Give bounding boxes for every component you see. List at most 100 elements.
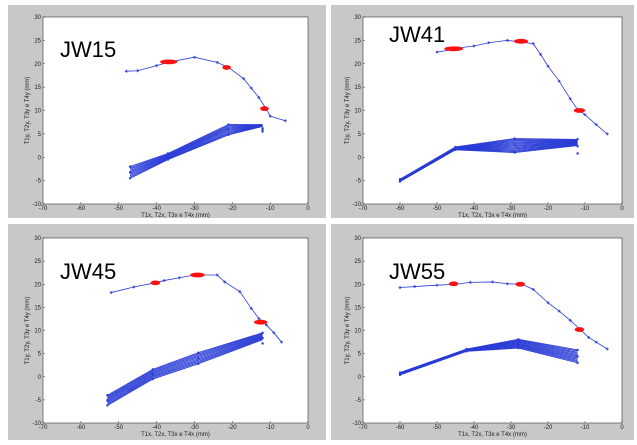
trace-point-d2 (398, 286, 402, 289)
trace-point-d2 (238, 290, 242, 293)
x-tick-label: -70 (39, 425, 48, 431)
y-tick-label: 15 (354, 305, 361, 311)
trace-point-d2 (268, 114, 272, 118)
y-tick-label: 10 (354, 109, 361, 115)
bundle-point (513, 151, 516, 154)
bundle-line (107, 334, 263, 400)
x-tick-label: -40 (470, 206, 479, 212)
trace-point (154, 64, 159, 68)
trace-point (257, 316, 261, 321)
trace-point-d2 (265, 323, 268, 327)
trace-point (109, 290, 113, 295)
bundle-point (517, 342, 520, 345)
trace-point-d2 (413, 285, 417, 288)
trace-point (594, 340, 598, 344)
red-marker (513, 38, 529, 44)
x-tick-label: -40 (470, 425, 479, 431)
y-tick-label: 0 (38, 375, 42, 381)
bundle-point (465, 347, 468, 351)
red-marker (150, 280, 161, 286)
y-tick-label: 15 (34, 85, 41, 91)
bundle-point (398, 178, 402, 181)
trace-point (583, 113, 587, 117)
trace-point-d2 (257, 317, 261, 320)
trace-point-d2 (136, 69, 139, 73)
bundle-line (129, 125, 263, 177)
trace-point-d2 (284, 119, 287, 123)
bundle-line (107, 335, 263, 401)
bundle-line (107, 338, 263, 405)
trace-point (605, 347, 609, 351)
bundle-point (261, 127, 264, 130)
trace-point-d2 (587, 336, 590, 339)
x-tick-label: 0 (306, 206, 310, 212)
chart-jw55: -70 -60 -50 -40 -30 -20 -10 0-10-5051015202530T… (345, 236, 624, 438)
x-axis-label: T1x, T2x, T3x e T4x (mm) (458, 432, 527, 438)
y-tick-label: 20 (34, 282, 41, 288)
trace-point-d2 (132, 285, 136, 289)
bundle-line (129, 125, 263, 174)
bundle-point (128, 165, 132, 168)
bundle-point (197, 351, 200, 354)
trace-point (192, 55, 197, 59)
trace-point (238, 290, 242, 294)
bundle-line (107, 337, 263, 404)
trace-point-d2 (435, 283, 439, 287)
trace-point (136, 69, 140, 73)
x-tick-label: 0 (620, 425, 624, 431)
red-marker (573, 108, 586, 113)
trace-point (557, 309, 561, 313)
trace-point (264, 323, 268, 327)
trace-point-d2 (605, 132, 609, 136)
trace-point-d2 (249, 307, 253, 310)
red-marker (190, 272, 205, 278)
trace-point (531, 42, 535, 46)
trace-point (539, 52, 543, 56)
trace-point-d2 (594, 123, 598, 126)
x-axis-label: T1x, T2x, T3x e T4x (mm) (458, 213, 527, 218)
x-tick-label: -20 (228, 206, 237, 212)
trace-point-d2 (257, 96, 261, 99)
trace-point-d2 (242, 77, 245, 80)
bundle-point (261, 336, 264, 340)
y-axis-label: T1y, T2y, T3y e T4y (mm) (25, 77, 31, 145)
bundle-line (107, 333, 263, 397)
bundle-line (107, 337, 263, 403)
y-tick-label: 5 (38, 352, 42, 358)
trace-point-d2 (435, 50, 439, 54)
x-tick-label: -70 (39, 206, 48, 212)
y-tick-label: 25 (34, 259, 41, 265)
trace-point (177, 276, 181, 280)
x-tick-label: -60 (396, 425, 405, 431)
bundle-point (576, 355, 579, 358)
bundle-point (576, 145, 579, 148)
trace-point-d2 (162, 279, 166, 282)
trace-point (215, 273, 219, 277)
plot-area (42, 237, 309, 424)
x-axis-label: T1x, T2x, T3x e T4x (mm) (141, 432, 210, 438)
red-marker (160, 59, 178, 65)
bundle-point (517, 338, 520, 341)
bundle-point (576, 152, 579, 155)
trace-point (472, 44, 476, 48)
y-tick-label: 30 (34, 236, 41, 242)
x-tick-label: -30 (507, 425, 516, 431)
trace-point-d2 (178, 276, 181, 280)
trace-point (249, 86, 253, 90)
bundle-point (227, 133, 230, 137)
x-tick-label: -40 (152, 425, 161, 431)
panel-title: JW45 (60, 259, 116, 284)
x-tick-label: -40 (152, 206, 161, 212)
bundle-line (399, 138, 578, 180)
panel-jw15: -70 -60 -50 -40 -30 -20 -10 0 -10 -5 0 5 10 15 20 25 30 T… (8, 5, 326, 218)
trace-point (435, 283, 439, 287)
trace-point-d2 (531, 288, 535, 291)
bundle-point (151, 368, 154, 371)
bundle-point (513, 137, 516, 140)
y-axis-label: T1y, T2y, T3y e T4y (mm) (345, 77, 351, 145)
bundle-point (227, 123, 230, 126)
bundle-point (227, 128, 230, 131)
bundle-line (129, 124, 263, 168)
trace-point-d2 (487, 41, 491, 44)
bundle-point (166, 152, 170, 155)
